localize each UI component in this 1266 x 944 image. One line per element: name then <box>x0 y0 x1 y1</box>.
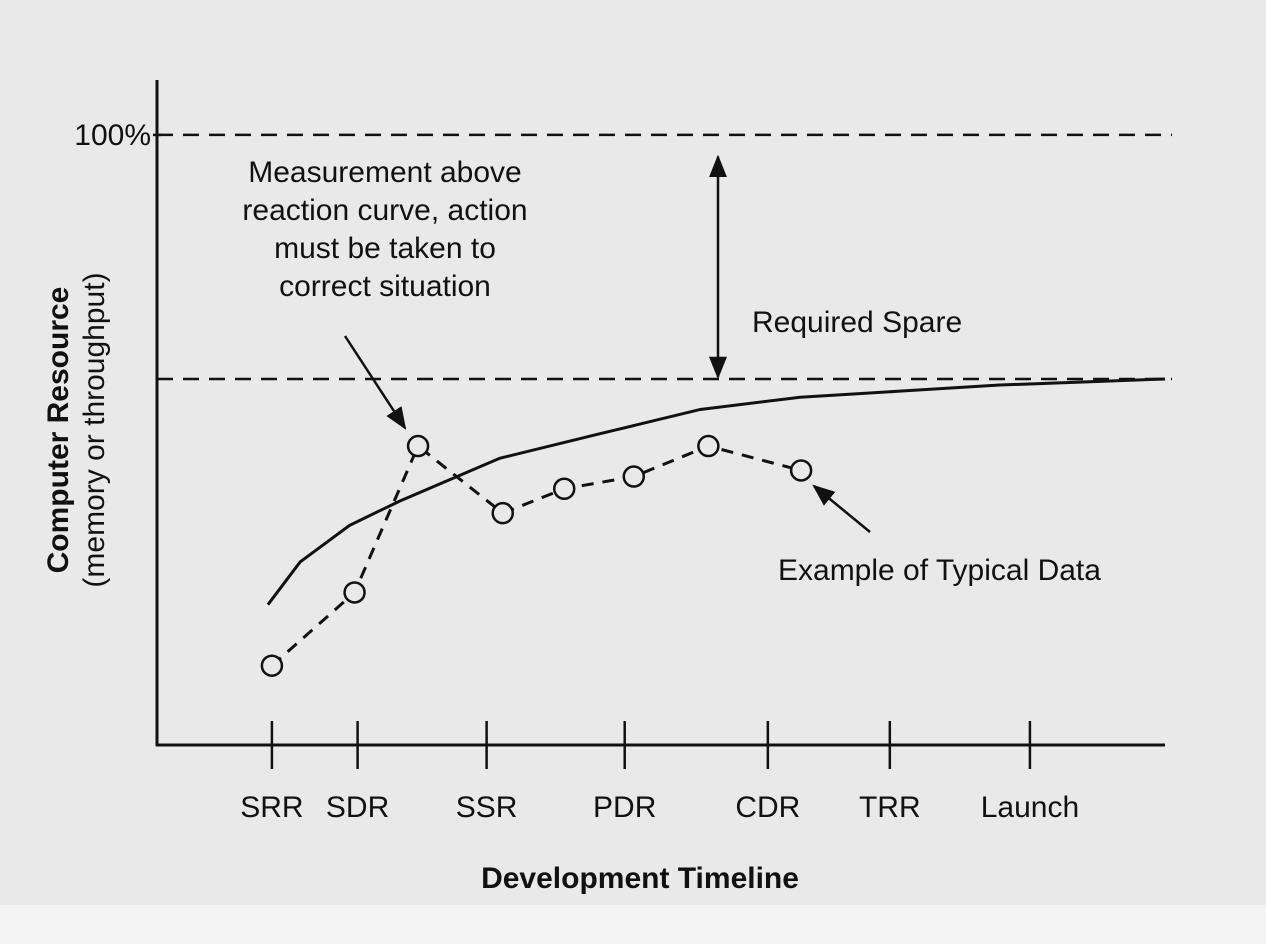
data-point <box>697 434 720 458</box>
x-tick-label: Launch <box>981 791 1079 824</box>
annotation-text: Example of Typical Data <box>778 554 1101 587</box>
annotation-text: correct situation <box>279 270 491 303</box>
annotation-text: Required Spare <box>752 306 962 339</box>
annotation-text: Measurement above <box>248 156 522 189</box>
x-tick-label: SDR <box>326 791 389 824</box>
data-point <box>406 434 430 458</box>
annotation-text: reaction curve, action <box>242 194 527 227</box>
annotation-arrow <box>812 484 871 533</box>
scan-strip <box>0 905 1266 944</box>
series-line <box>270 443 802 667</box>
annotations: Measurement above reaction curve, action m… <box>242 154 1101 587</box>
y-axis-sublabel: (memory or throughput) <box>78 272 111 587</box>
y-tick-label: 100% <box>74 119 151 152</box>
data-point <box>789 459 813 482</box>
x-tick-label: PDR <box>593 791 656 824</box>
series-line <box>266 377 1166 606</box>
x-tick-label: SSR <box>456 791 518 824</box>
data-point <box>622 465 646 488</box>
y-axis-label: Computer Resource <box>42 287 75 574</box>
annotation-text: must be taken to <box>274 232 496 265</box>
annotation-arrow <box>343 335 407 430</box>
x-tick-label: SRR <box>240 791 303 824</box>
x-axis-label: Development Timeline <box>481 862 799 895</box>
data-point <box>260 654 284 677</box>
x-tick-label: CDR <box>735 791 800 824</box>
x-tick-label: TRR <box>859 791 921 824</box>
data-point <box>491 501 514 525</box>
data-point <box>552 477 576 501</box>
data-point <box>343 581 366 604</box>
